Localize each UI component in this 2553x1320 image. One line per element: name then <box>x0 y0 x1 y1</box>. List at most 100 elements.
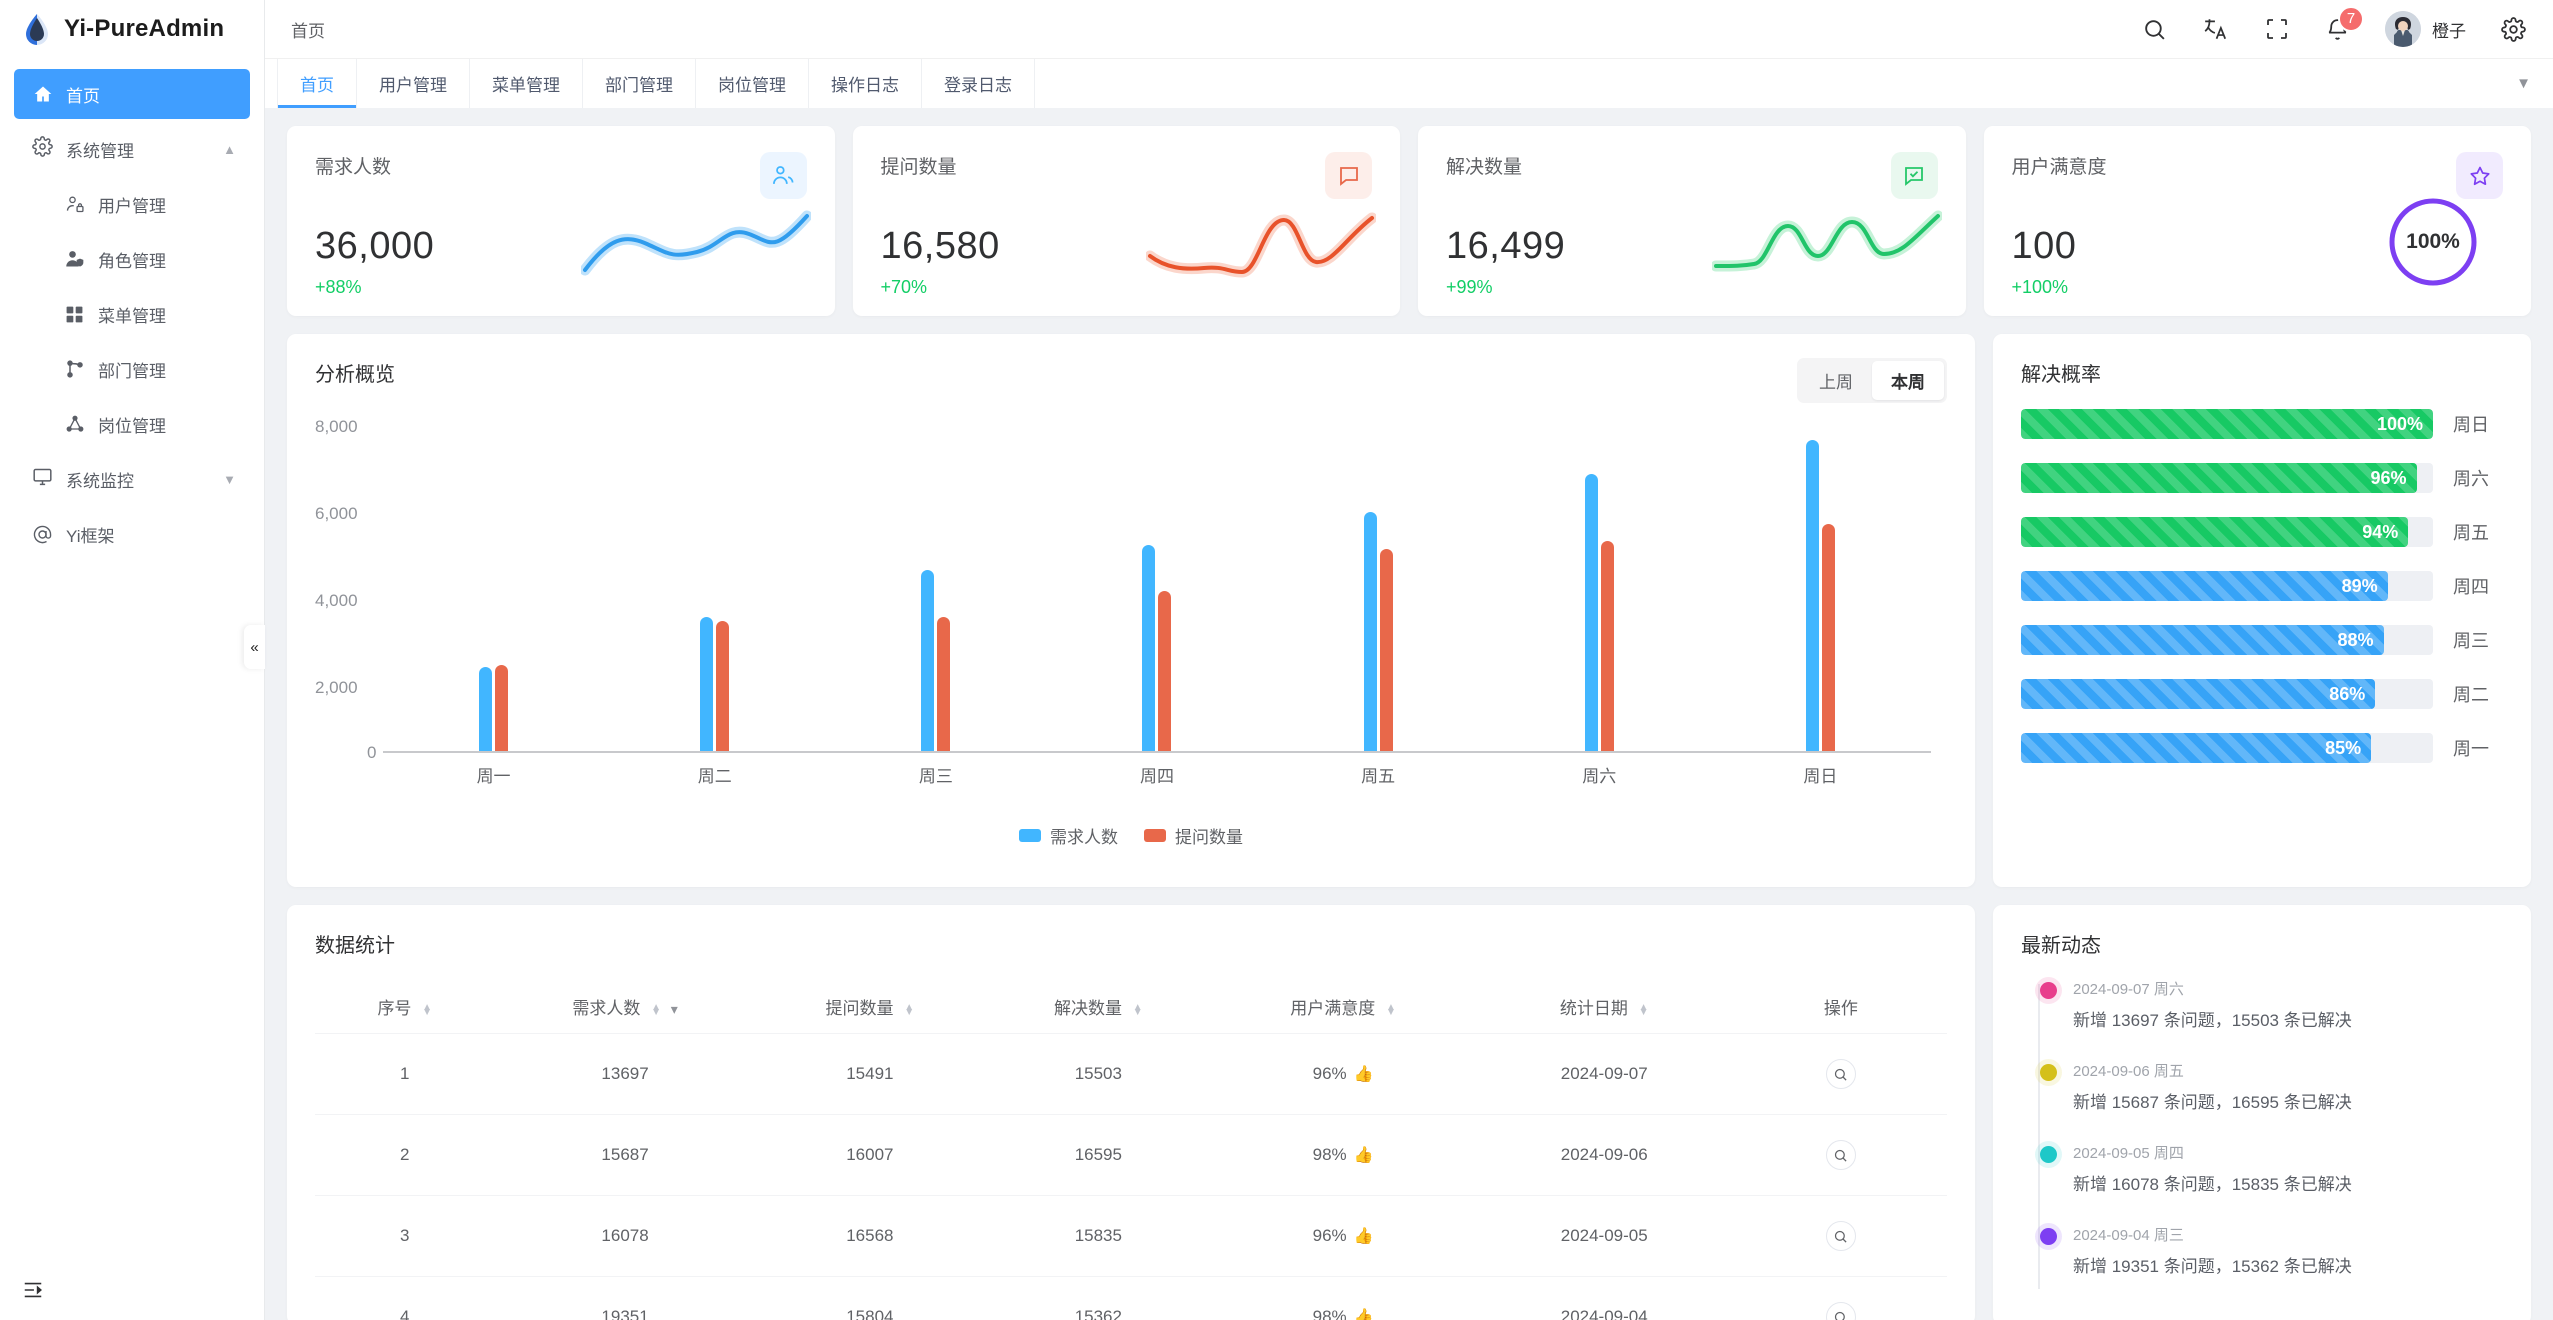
tab-home[interactable]: 首页 <box>277 59 357 108</box>
cell-index: 1 <box>315 1033 495 1115</box>
sidebar-item-home[interactable]: 首页 <box>14 69 250 119</box>
bar-demand[interactable] <box>1805 440 1819 751</box>
column-header-solved[interactable]: 解决数量 ▲ ▼ <box>984 980 1212 1034</box>
tab-login-log[interactable]: 登录日志 <box>922 59 1035 108</box>
sidebar-item-menu-management[interactable]: 菜单管理 <box>14 289 250 339</box>
sidebar-item-system-management[interactable]: 系统管理 ▲ <box>14 124 250 174</box>
bar-group[interactable] <box>825 415 1046 751</box>
bar-group[interactable] <box>604 415 825 751</box>
column-label: 用户满意度 <box>1290 999 1376 1018</box>
range-option-this-week[interactable]: 本周 <box>1872 361 1944 400</box>
sidebar-item-position-management[interactable]: 岗位管理 <box>14 399 250 449</box>
tab-position-management[interactable]: 岗位管理 <box>696 59 809 108</box>
view-row-button[interactable] <box>1825 1221 1856 1251</box>
column-header-demand[interactable]: 需求人数 ▲ ▼ ▾ <box>495 980 756 1034</box>
legend-swatch <box>1144 829 1166 842</box>
tab-operation-log[interactable]: 操作日志 <box>809 59 922 108</box>
legend-label: 提问数量 <box>1175 828 1243 847</box>
grid-icon <box>64 304 85 325</box>
sort-icon[interactable]: ▲ ▼ <box>422 1001 433 1018</box>
sort-icon[interactable]: ▲ ▼ <box>1386 1001 1396 1018</box>
tab-department-management[interactable]: 部门管理 <box>583 59 696 108</box>
bar-demand[interactable] <box>1363 511 1377 751</box>
progress-track: 86% <box>2021 679 2433 709</box>
user-menu[interactable]: 橙子 <box>2385 11 2466 47</box>
table-row[interactable]: 4 19351 15804 15362 98% 👍 2024-09-04 <box>315 1276 1947 1320</box>
progress-percent: 88% <box>2337 629 2374 650</box>
column-header-date[interactable]: 统计日期 ▲ ▼ <box>1474 980 1735 1034</box>
bar-questions[interactable] <box>1379 549 1393 751</box>
table-row[interactable]: 2 15687 16007 16595 98% 👍 2024-09-06 <box>315 1114 1947 1196</box>
fullscreen-icon[interactable] <box>2263 16 2290 43</box>
sidebar-item-label: 角色管理 <box>98 251 166 271</box>
stat-delta: +70% <box>880 277 928 297</box>
y-tick-label: 6,000 <box>315 504 358 523</box>
progress-fill: 88% <box>2021 625 2384 655</box>
column-header-satisfaction[interactable]: 用户满意度 ▲ ▼ <box>1213 980 1474 1034</box>
table-row[interactable]: 3 16078 16568 15835 96% 👍 2024-09-05 <box>315 1195 1947 1277</box>
search-icon[interactable] <box>2141 16 2168 43</box>
bar-questions[interactable] <box>937 616 951 751</box>
bar-questions[interactable] <box>716 620 730 751</box>
bell-icon[interactable]: 7 <box>2324 5 2364 43</box>
sort-icon[interactable]: ▲ ▼ <box>904 1001 915 1018</box>
bar-demand[interactable] <box>700 616 714 751</box>
gear-icon[interactable] <box>2500 16 2527 43</box>
brand-logo[interactable]: Yi-PureAdmin <box>0 0 264 58</box>
cell-satisfaction: 98% 👍 <box>1212 1276 1474 1320</box>
bar-questions[interactable] <box>1158 591 1172 751</box>
sort-icon[interactable]: ▲ ▼ <box>1132 1001 1143 1018</box>
x-tick-label: 周日 <box>1803 767 1838 786</box>
view-row-button[interactable] <box>1825 1059 1856 1089</box>
card-title: 最新动态 <box>2021 935 2101 957</box>
user-lock-icon <box>64 194 85 215</box>
bar-demand[interactable] <box>479 667 493 751</box>
column-header-index[interactable]: 序号 ▲ ▼ <box>315 980 495 1034</box>
stat-card-solved: 解决数量 16,499 +99% <box>1418 126 1966 316</box>
check-message-icon <box>1890 152 1938 199</box>
bar-demand[interactable] <box>921 570 935 751</box>
view-row-button[interactable] <box>1825 1302 1856 1320</box>
translate-icon[interactable] <box>2202 16 2229 43</box>
bar-questions[interactable] <box>495 664 509 751</box>
bar-group[interactable] <box>1489 415 1710 751</box>
thumbs-up-icon: 👍 <box>1353 1309 1374 1320</box>
view-row-button[interactable] <box>1825 1140 1856 1170</box>
sidebar-item-system-monitor[interactable]: 系统监控 ▼ <box>14 454 250 504</box>
bar-questions[interactable] <box>1600 541 1614 751</box>
tab-user-management[interactable]: 用户管理 <box>357 59 470 108</box>
bar-series-container <box>383 415 1931 751</box>
gear-icon <box>32 136 53 162</box>
chart-legend: 需求人数 提问数量 <box>315 823 1947 848</box>
legend-item-questions[interactable]: 提问数量 <box>1144 823 1243 848</box>
sidebar-item-department-management[interactable]: 部门管理 <box>14 344 250 394</box>
bar-group[interactable] <box>383 415 604 751</box>
y-tick-label: 4,000 <box>315 591 358 610</box>
sort-icon[interactable]: ▲ ▼ <box>1638 1001 1649 1018</box>
table-row[interactable]: 1 13697 15491 15503 96% 👍 2024-09-07 <box>315 1033 1947 1115</box>
bar-group[interactable] <box>1268 415 1489 751</box>
tab-menu-management[interactable]: 菜单管理 <box>470 59 583 108</box>
notification-badge: 7 <box>2338 5 2364 32</box>
y-tick-label: 2,000 <box>315 678 358 697</box>
x-axis-line <box>383 751 1931 753</box>
sidebar-item-role-management[interactable]: 角色管理 <box>14 234 250 284</box>
solve-rate-row: 88% 周三 <box>2021 625 2503 655</box>
bar-group[interactable] <box>1046 415 1267 751</box>
column-header-questions[interactable]: 提问数量 ▲ ▼ <box>756 980 984 1034</box>
bar-group[interactable] <box>1710 415 1931 751</box>
cell-solved: 15362 <box>984 1276 1213 1320</box>
stat-delta: +88% <box>315 277 362 297</box>
range-option-last-week[interactable]: 上周 <box>1819 373 1853 392</box>
sort-icon[interactable]: ▲ ▼ <box>651 1001 661 1018</box>
sidebar-item-yi-framework[interactable]: Yi框架 <box>14 509 250 559</box>
bar-demand[interactable] <box>1142 545 1156 751</box>
legend-item-demand[interactable]: 需求人数 <box>1019 823 1118 848</box>
timeline-date: 2024-09-06 周五 <box>2073 1063 2184 1080</box>
indent-icon[interactable] <box>22 1279 44 1306</box>
bar-demand[interactable] <box>1584 473 1598 751</box>
bar-questions[interactable] <box>1821 524 1835 751</box>
chevron-down-icon[interactable]: ▼ <box>2516 75 2531 92</box>
sidebar-collapse-toggle[interactable]: « <box>244 625 265 669</box>
sidebar-item-user-management[interactable]: 用户管理 <box>14 179 250 229</box>
